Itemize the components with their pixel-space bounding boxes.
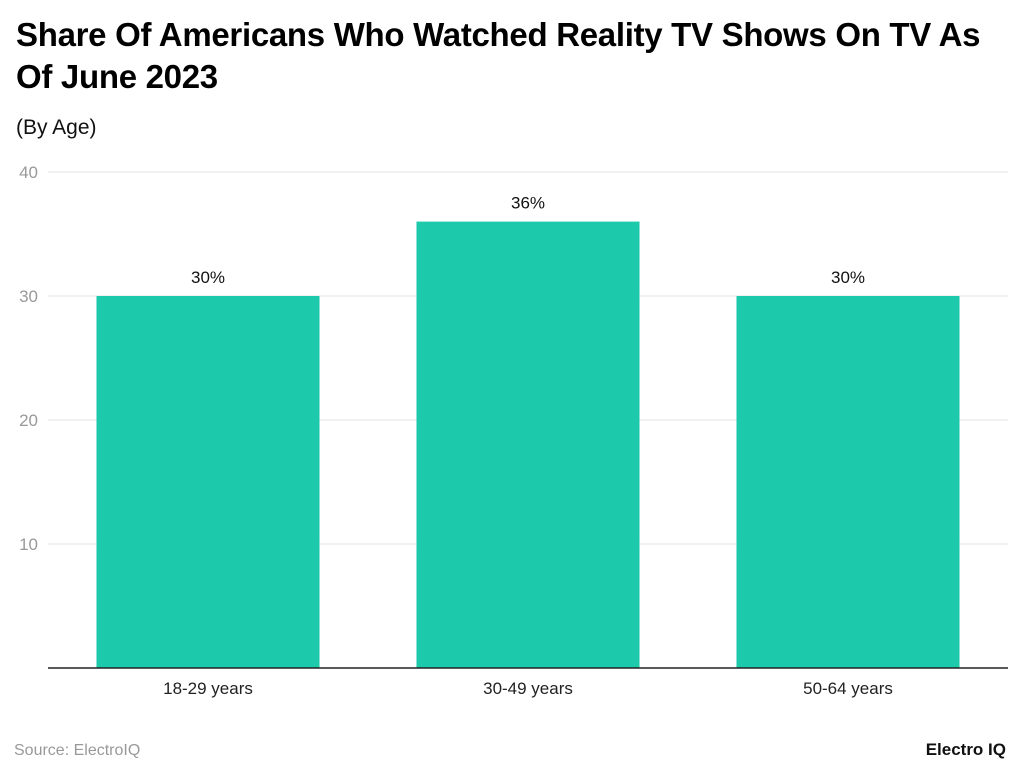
y-tick-label: 30 xyxy=(19,287,38,306)
chart-title: Share Of Americans Who Watched Reality T… xyxy=(16,16,981,95)
bar xyxy=(736,296,960,668)
bar xyxy=(416,221,640,668)
y-tick-label: 40 xyxy=(19,163,38,182)
data-label: 36% xyxy=(511,194,545,213)
x-tick-label: 18-29 years xyxy=(163,679,253,698)
x-tick-label: 50-64 years xyxy=(803,679,893,698)
y-tick-label: 20 xyxy=(19,411,38,430)
chart-subtitle: (By Age) xyxy=(16,116,97,139)
electroiq-logo: Electro IQ xyxy=(925,740,1006,759)
data-label: 30% xyxy=(191,268,225,287)
data-label: 30% xyxy=(831,268,865,287)
bar xyxy=(96,296,320,668)
x-tick-label: 30-49 years xyxy=(483,679,573,698)
y-tick-label: 10 xyxy=(19,535,38,554)
source-note: Source: ElectroIQ xyxy=(14,742,141,759)
